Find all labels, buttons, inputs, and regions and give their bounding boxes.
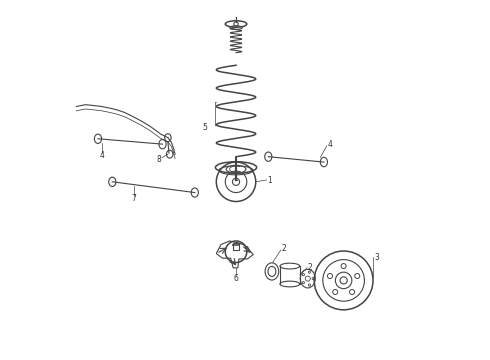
Text: 2: 2 <box>281 244 286 253</box>
Text: 6: 6 <box>233 274 238 283</box>
Text: 4: 4 <box>327 140 332 149</box>
Text: 4: 4 <box>100 151 105 160</box>
Text: 7: 7 <box>131 194 136 203</box>
Text: 3: 3 <box>374 253 379 262</box>
Text: 1: 1 <box>268 176 272 185</box>
Text: 8: 8 <box>156 155 161 164</box>
Text: 2: 2 <box>308 263 313 272</box>
Text: 5: 5 <box>202 123 207 132</box>
Bar <box>233 243 239 250</box>
